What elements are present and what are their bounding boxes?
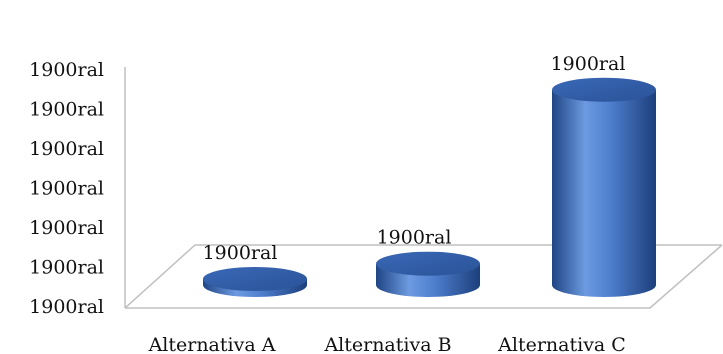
x-category-label: Alternativa A [148,334,276,354]
y-tick-label: 1900ral [29,138,104,160]
y-tick-label: 1900ral [29,99,104,121]
y-tick-label: 1900ral [29,59,104,81]
bar-alternativa-c [552,77,656,297]
bar-alternativa-a [203,267,307,297]
floor-back-edge [124,244,722,309]
bar-top [376,251,480,276]
y-tick-label: 1900ral [29,296,104,318]
bar-body [552,89,656,297]
data-label: 1900ral [203,242,278,264]
data-labels: 1900ral 1900ral 1900ral [203,53,626,264]
x-category-label: Alternativa B [323,334,451,354]
x-axis-labels: Alternativa A Alternativa B Alternativa C [148,334,626,354]
y-tick-label: 1900ral [29,178,104,200]
bars [203,77,656,297]
data-label: 1900ral [551,53,626,75]
y-tick-label: 1900ral [29,257,104,279]
bar-top [203,267,307,291]
bar-top [552,77,656,102]
floor-front-edge [125,244,723,309]
data-label: 1900ral [377,227,452,249]
x-category-label: Alternativa C [497,334,626,354]
bar-alternativa-b [376,251,480,297]
y-tick-label: 1900ral [29,217,104,239]
y-axis-ticks: 1900ral 1900ral 1900ral 1900ral 1900ral 1900r… [29,59,104,318]
chart-axes [124,67,723,309]
